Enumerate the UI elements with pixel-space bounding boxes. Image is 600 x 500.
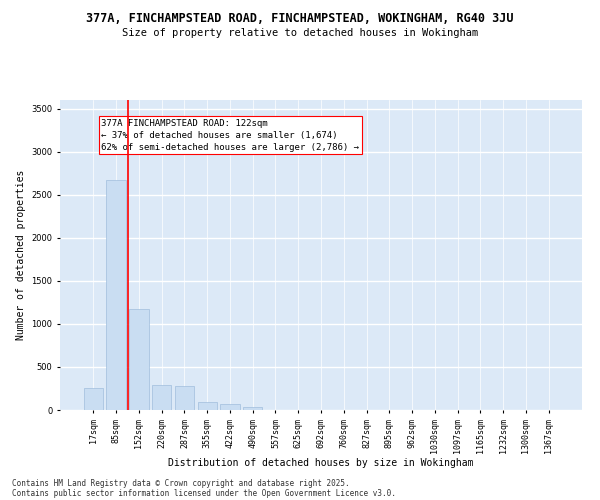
Bar <box>197 402 217 410</box>
Bar <box>84 388 103 410</box>
Y-axis label: Number of detached properties: Number of detached properties <box>16 170 26 340</box>
Text: Contains HM Land Registry data © Crown copyright and database right 2025.: Contains HM Land Registry data © Crown c… <box>12 478 350 488</box>
Text: Size of property relative to detached houses in Wokingham: Size of property relative to detached ho… <box>122 28 478 38</box>
Bar <box>175 386 194 410</box>
Text: 377A FINCHAMPSTEAD ROAD: 122sqm
← 37% of detached houses are smaller (1,674)
62%: 377A FINCHAMPSTEAD ROAD: 122sqm ← 37% of… <box>101 119 359 152</box>
Bar <box>220 404 239 410</box>
Bar <box>243 407 262 410</box>
Text: Contains public sector information licensed under the Open Government Licence v3: Contains public sector information licen… <box>12 488 396 498</box>
Bar <box>106 180 126 410</box>
Text: 377A, FINCHAMPSTEAD ROAD, FINCHAMPSTEAD, WOKINGHAM, RG40 3JU: 377A, FINCHAMPSTEAD ROAD, FINCHAMPSTEAD,… <box>86 12 514 26</box>
Bar <box>152 385 172 410</box>
Bar <box>129 309 149 410</box>
X-axis label: Distribution of detached houses by size in Wokingham: Distribution of detached houses by size … <box>168 458 474 468</box>
